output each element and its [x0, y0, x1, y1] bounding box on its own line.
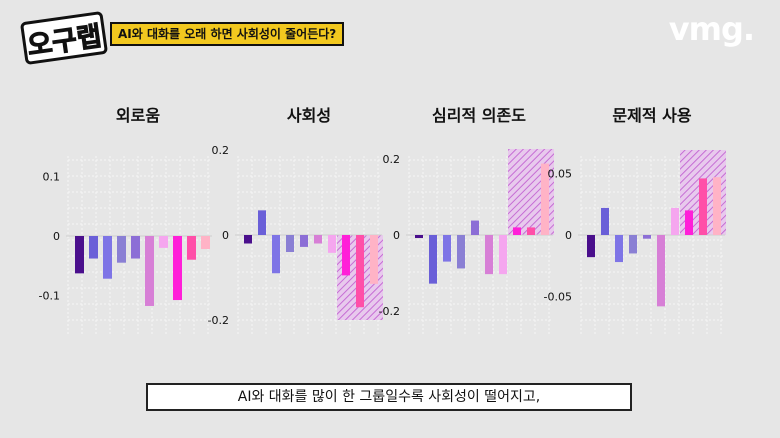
y-tick-label: 0.1 [43, 171, 61, 184]
show-logo: 오구랩 [20, 11, 108, 65]
bar [187, 236, 196, 260]
y-tick-label: -0.1 [39, 289, 60, 302]
bar [342, 235, 350, 276]
bar [643, 235, 651, 239]
bar [258, 210, 266, 235]
bar [499, 235, 507, 275]
chart-title-1: 사회성 [287, 106, 331, 125]
bar [443, 235, 451, 262]
bar [159, 236, 168, 248]
subtitle-caption: AI와 대화를 많이 한 그룹일수록 사회성이 떨어지고, [146, 383, 632, 411]
bar [145, 236, 154, 306]
bar [328, 235, 336, 253]
y-tick-label: 0.05 [548, 168, 573, 181]
bar [103, 236, 112, 279]
bar [657, 235, 665, 307]
y-tick-label: 0.2 [383, 153, 401, 166]
topic-banner: AI와 대화를 오래 하면 사회성이 줄어든다? [110, 22, 345, 46]
bar [356, 235, 364, 308]
y-tick-label: -0.2 [379, 305, 400, 318]
chart-title-0: 외로움 [116, 106, 160, 125]
y-tick-label: 0 [393, 229, 400, 242]
bar [527, 227, 535, 235]
bar [89, 236, 98, 259]
brand-logo: vmg. [668, 10, 755, 48]
y-tick-label: -0.2 [208, 314, 229, 327]
bar [713, 177, 721, 235]
bar [699, 178, 707, 235]
bar [244, 235, 252, 244]
bar [300, 235, 308, 247]
bar [457, 235, 465, 269]
bar [471, 220, 479, 235]
bar [629, 235, 637, 254]
bar [429, 235, 437, 284]
bar [541, 163, 549, 235]
bar [513, 227, 521, 235]
bar [370, 235, 378, 284]
bar [272, 235, 280, 274]
bar [173, 236, 182, 301]
bar [415, 235, 423, 239]
y-tick-label: 0.2 [212, 144, 230, 157]
y-tick-label: -0.05 [544, 291, 572, 304]
bar [601, 207, 609, 235]
bar [201, 236, 210, 250]
bar [314, 235, 322, 244]
bar [131, 236, 140, 259]
bar [485, 235, 493, 275]
bar [75, 236, 84, 274]
chart-title-2: 심리적 의존도 [432, 106, 526, 125]
bar [615, 235, 623, 263]
y-tick-label: 0 [222, 229, 229, 242]
bar [685, 210, 693, 235]
chart-title-3: 문제적 사용 [612, 106, 691, 125]
bar [286, 235, 294, 252]
bar [671, 207, 679, 235]
y-tick-label: 0 [565, 229, 572, 242]
bar [117, 236, 126, 263]
y-tick-label: 0 [53, 230, 60, 243]
bar [587, 235, 595, 258]
